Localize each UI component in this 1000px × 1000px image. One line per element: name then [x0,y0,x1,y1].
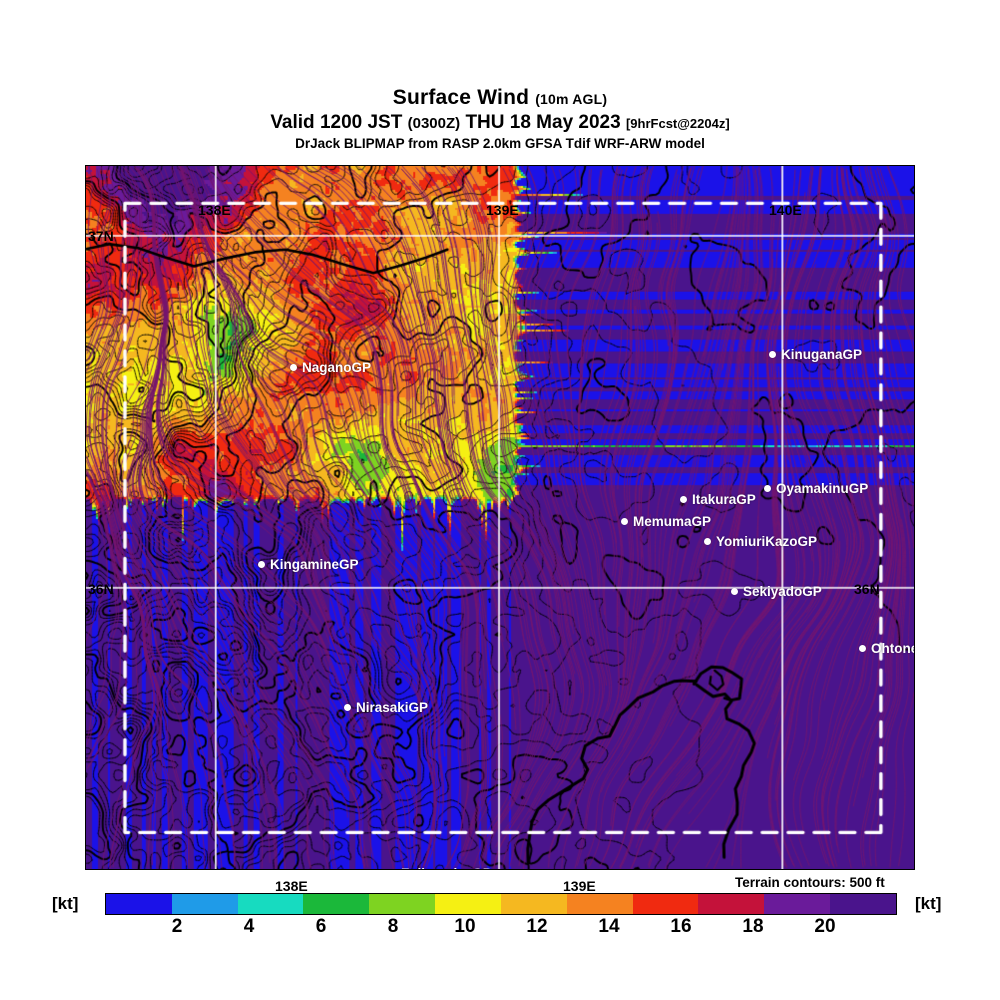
colorbar-tick-4: 4 [243,916,255,937]
station-marker-kinuganagp[interactable]: KinuganaGP [769,347,862,362]
unit-label-left: [kt] [52,894,79,913]
station-label: FujinomiyaGP [401,866,492,869]
colorbar-swatch-10 [764,894,831,914]
weather-map[interactable]: 37N 138E 139E 140E 36N 36N NaganoGP KinuganaGP I… [85,165,915,870]
title-line-2: Valid 1200 JST (0300Z) THU 18 May 2023 [… [0,111,1000,135]
lon-label-138e-bottom: 138E [275,878,308,894]
station-marker-itakuragp[interactable]: ItakuraGP [680,492,756,507]
map-label-overlay: 37N 138E 139E 140E 36N 36N NaganoGP KinuganaGP I… [86,166,914,869]
colorbar-tick-14: 14 [598,916,620,937]
station-dot-icon [290,364,297,371]
station-marker-memumagp[interactable]: MemumaGP [621,514,711,529]
model-source-line: DrJack BLIPMAP from RASP 2.0km GFSA Tdif… [295,136,705,151]
station-marker-fujinomiyagp[interactable]: FujinomiyaGP [389,866,492,869]
station-label: NirasakiGP [356,700,429,715]
station-marker-kingaminegp[interactable]: KingamineGP [258,557,359,572]
terrain-contour-note: Terrain contours: 500 ft [735,875,885,890]
colorbar-swatch-2 [237,894,304,914]
station-marker-oyamakinugp[interactable]: OyamakinuGP [764,481,868,496]
colorbar-swatch-7 [566,894,633,914]
colorbar-swatch-3 [303,894,370,914]
station-marker-nirasakigp[interactable]: NirasakiGP [344,700,428,715]
colorbar-tick-2: 2 [171,916,183,937]
colorbar-tick-6: 6 [315,916,327,937]
colorbar-legend: [kt] [kt] 2 4 6 8 10 12 14 16 18 20 [0,893,1000,943]
station-dot-icon [680,496,687,503]
station-marker-ohtone[interactable]: Ohtone [859,641,915,656]
colorbar-swatch-11 [830,894,896,914]
colorbar-tick-16: 16 [670,916,692,937]
colorbar-swatch-5 [435,894,501,914]
colorbar-swatch-9 [698,894,765,914]
valid-time-utc: (0300Z) [407,115,461,132]
title-line-1: Surface Wind (10m AGL) [0,86,1000,111]
station-marker-sekiyadogp[interactable]: SekiyadoGP [731,584,822,599]
station-dot-icon [621,518,628,525]
lon-label-139e-top: 139E [486,202,519,218]
title-subtitle-agl: (10m AGL) [535,91,608,107]
station-dot-icon [704,538,711,545]
station-marker-naganogp[interactable]: NaganoGP [290,360,371,375]
colorbar-swatch-8 [632,894,699,914]
title-main: Surface Wind [392,86,530,109]
colorbar-tick-8: 8 [387,916,399,937]
station-label: ItakuraGP [692,492,756,507]
colorbar-tick-20: 20 [814,916,836,937]
station-dot-icon [344,704,351,711]
colorbar-tick-10: 10 [454,916,476,937]
station-dot-icon [258,561,265,568]
station-label: Ohtone [871,641,915,656]
valid-date: THU 18 May 2023 [465,112,621,133]
station-label: MemumaGP [633,514,712,529]
station-label: OyamakinuGP [776,481,869,496]
chart-title-block: Surface Wind (10m AGL) Valid 1200 JST (0… [0,86,1000,153]
colorbar-tick-18: 18 [742,916,764,937]
station-label: KingamineGP [270,557,359,572]
lat-label-37n-left: 37N [88,228,114,244]
valid-time: Valid 1200 JST [270,112,403,133]
colorbar-swatch-6 [500,894,567,914]
station-dot-icon [769,351,776,358]
station-dot-icon [859,645,866,652]
station-marker-yomiurikazogp[interactable]: YomiuriKazoGP [704,534,817,549]
station-label: KinuganaGP [781,347,863,362]
lon-label-139e-bottom: 139E [563,878,596,894]
forecast-hour-tag: [9hrFcst@2204z] [625,116,730,131]
colorbar-tick-12: 12 [526,916,548,937]
station-label: YomiuriKazoGP [716,534,818,549]
wind-field-canvas [86,166,914,869]
station-label: NaganoGP [302,360,372,375]
station-dot-icon [764,485,771,492]
colorbar[interactable] [105,893,897,915]
lon-label-138e-top: 138E [198,202,231,218]
colorbar-ticks: 2 4 6 8 10 12 14 16 18 20 [105,916,897,942]
colorbar-swatch-1 [171,894,238,914]
colorbar-swatch-0 [106,894,172,914]
station-label: SekiyadoGP [743,584,822,599]
lat-label-36n-left: 36N [88,581,114,597]
station-dot-icon [731,588,738,595]
lon-label-140e-top: 140E [769,202,802,218]
unit-label-right: [kt] [915,894,942,913]
lat-label-36n-right: 36N [854,581,880,597]
colorbar-swatch-4 [369,894,436,914]
